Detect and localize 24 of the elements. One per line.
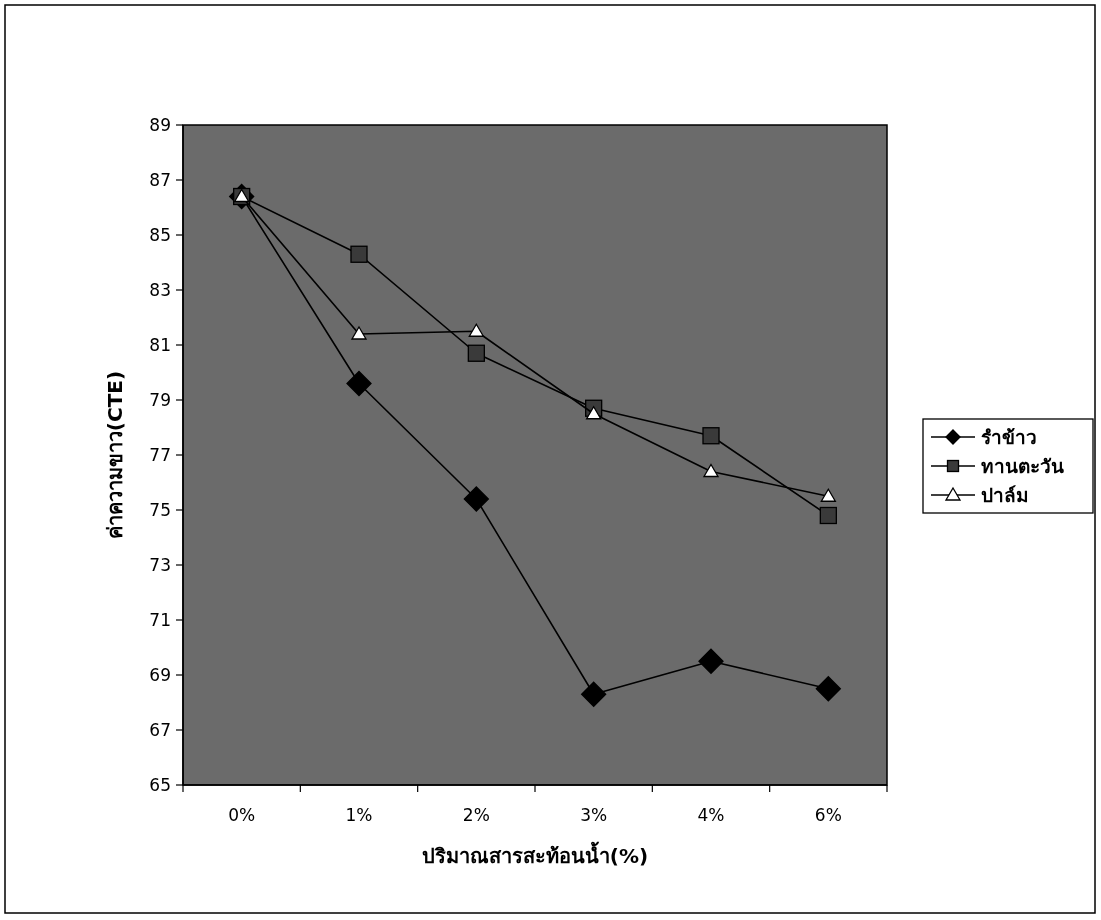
x-tick-label: 1%	[345, 805, 373, 825]
y-tick-label: 69	[149, 665, 171, 685]
y-tick-label: 79	[149, 390, 171, 410]
y-tick-label: 81	[149, 335, 171, 355]
y-tick-label: 87	[149, 170, 171, 190]
y-tick-label: 65	[149, 775, 171, 795]
y-tick-label: 75	[149, 500, 171, 520]
x-tick-label: 3%	[580, 805, 608, 825]
y-tick-label: 83	[149, 280, 171, 300]
y-tick-label: 77	[149, 445, 171, 465]
legend-label: รำข้าว	[981, 426, 1037, 448]
y-tick-label: 89	[149, 115, 171, 135]
x-axis-title: ปริมาณสารสะท้อนน้ำ(%)	[421, 841, 649, 868]
legend-label: ปาล์ม	[981, 484, 1029, 506]
x-tick-label: 2%	[462, 805, 490, 825]
y-tick-label: 85	[149, 225, 171, 245]
x-tick-label: 0%	[228, 805, 256, 825]
y-tick-label: 73	[149, 555, 171, 575]
x-tick-label: 6%	[814, 805, 842, 825]
y-tick-label: 67	[149, 720, 171, 740]
y-tick-label: 71	[149, 610, 171, 630]
legend-label: ทานตะวัน	[981, 455, 1064, 477]
x-tick-label: 4%	[697, 805, 725, 825]
y-axis-title: ค่าความขาว(CTE)	[103, 370, 127, 540]
